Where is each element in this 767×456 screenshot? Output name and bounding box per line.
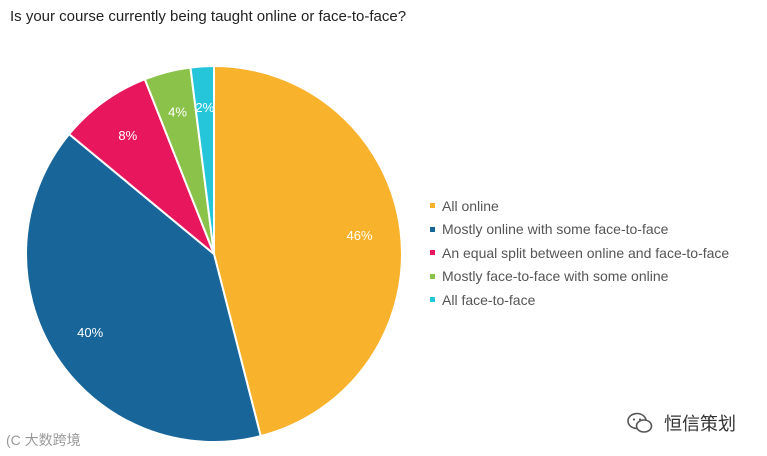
pie-slice-label-2: 8% xyxy=(118,128,137,143)
pie-slice-label-4: 2% xyxy=(195,100,214,115)
legend-label-4: All face-to-face xyxy=(442,291,536,308)
legend-item-2[interactable]: An equal split between online and face-t… xyxy=(430,241,729,265)
pie-slice-4[interactable] xyxy=(189,64,215,255)
legend-swatch-2 xyxy=(430,250,435,256)
legend-swatch-3 xyxy=(430,273,435,279)
legend-swatch-1 xyxy=(430,226,435,232)
legend-label-2: An equal split between online and face-t… xyxy=(442,244,730,261)
pie-slice-2[interactable] xyxy=(67,77,215,255)
pie-slice-0[interactable] xyxy=(213,64,403,438)
legend-item-4[interactable]: All face-to-face xyxy=(430,288,729,312)
legend-label-3: Mostly face-to-face with some online xyxy=(442,268,669,285)
pie-slice-1[interactable] xyxy=(25,132,262,443)
legend-item-3[interactable]: Mostly face-to-face with some online xyxy=(430,265,729,289)
legend: All online Mostly online with some face-t… xyxy=(430,194,729,312)
legend-item-1[interactable]: Mostly online with some face-to-face xyxy=(430,218,729,242)
chart-title: Is your course currently being taught on… xyxy=(10,8,407,25)
pie-slice-label-1: 40% xyxy=(77,325,103,340)
legend-swatch-0 xyxy=(430,203,435,209)
pie-slice-label-0: 46% xyxy=(346,228,372,243)
wechat-icon xyxy=(627,412,653,433)
legend-item-0[interactable]: All online xyxy=(430,194,729,218)
legend-label-0: All online xyxy=(442,197,499,214)
pie-slice-label-3: 4% xyxy=(168,105,187,120)
watermark-right-text: 恒信策划 xyxy=(664,414,736,434)
watermark-left: (C 大数跨境 xyxy=(6,432,81,448)
watermark-right: 恒信策划 xyxy=(626,410,736,436)
legend-label-1: Mostly online with some face-to-face xyxy=(442,221,669,238)
legend-swatch-4 xyxy=(430,297,435,303)
